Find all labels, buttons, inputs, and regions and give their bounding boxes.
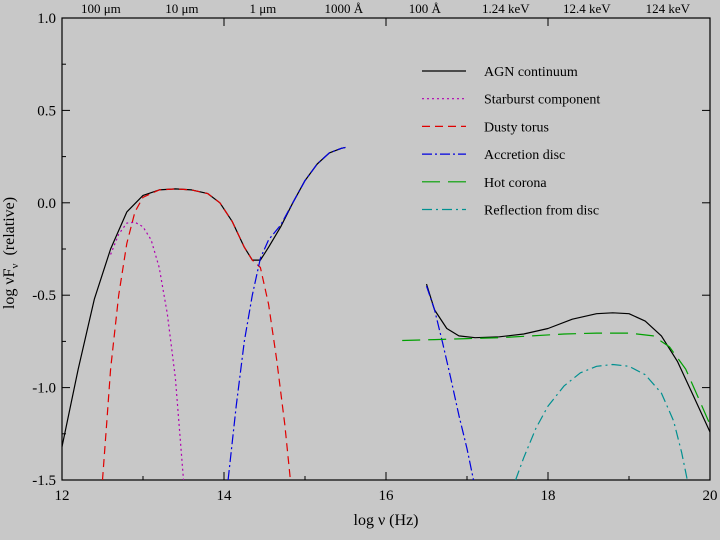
top-axis-label: 100 μm bbox=[81, 1, 121, 16]
top-axis-label: 124 keV bbox=[646, 1, 691, 16]
legend-entry: Dusty torus bbox=[484, 120, 549, 135]
legend-entry: Hot corona bbox=[484, 176, 547, 191]
x-tick-label: 14 bbox=[217, 488, 233, 504]
x-tick-label: 18 bbox=[541, 488, 556, 504]
y-tick-label: -0.5 bbox=[32, 288, 56, 304]
series-line bbox=[402, 332, 711, 425]
top-axis-label: 1 μm bbox=[249, 1, 276, 16]
legend-entry: Accretion disc bbox=[484, 148, 565, 163]
x-tick-label: 20 bbox=[703, 488, 718, 504]
y-tick-label: 0.5 bbox=[37, 103, 56, 119]
series-line bbox=[227, 146, 346, 481]
series-line bbox=[110, 221, 185, 481]
legend-entry: Starburst component bbox=[484, 93, 600, 108]
x-tick-label: 12 bbox=[55, 488, 70, 504]
legend-entry: AGN continuum bbox=[484, 65, 578, 80]
series-dusty-torus bbox=[101, 188, 291, 481]
series-line bbox=[515, 363, 688, 481]
y-axis-title-main: log νF bbox=[1, 268, 18, 309]
top-axis-label: 12.4 keV bbox=[563, 1, 611, 16]
plot-area bbox=[61, 17, 711, 481]
legend-entry: Reflection from disc bbox=[484, 204, 599, 219]
y-tick-label: 0.0 bbox=[37, 196, 56, 212]
top-axis-label: 1000 Å bbox=[325, 1, 364, 16]
y-axis-title: log νFν (relative) bbox=[1, 197, 21, 309]
y-axis-title-suffix: (relative) bbox=[1, 197, 18, 264]
series-line bbox=[101, 188, 291, 481]
series-hot-corona bbox=[402, 332, 711, 425]
y-tick-label: -1.5 bbox=[32, 473, 56, 489]
top-axis-label: 100 Å bbox=[409, 1, 442, 16]
series-starburst-component bbox=[110, 221, 185, 481]
top-axis-label: 10 μm bbox=[165, 1, 198, 16]
y-axis-title-sub: ν bbox=[9, 264, 21, 269]
series-accretion-disc bbox=[227, 146, 475, 481]
series-line bbox=[425, 285, 475, 481]
x-tick-label: 16 bbox=[379, 488, 395, 504]
y-tick-label: 1.0 bbox=[37, 11, 56, 27]
series-reflection-from-disc bbox=[515, 363, 688, 481]
y-tick-label: -1.0 bbox=[32, 381, 56, 397]
top-axis-label: 1.24 keV bbox=[482, 1, 530, 16]
x-axis-title: log ν (Hz) bbox=[354, 512, 419, 529]
